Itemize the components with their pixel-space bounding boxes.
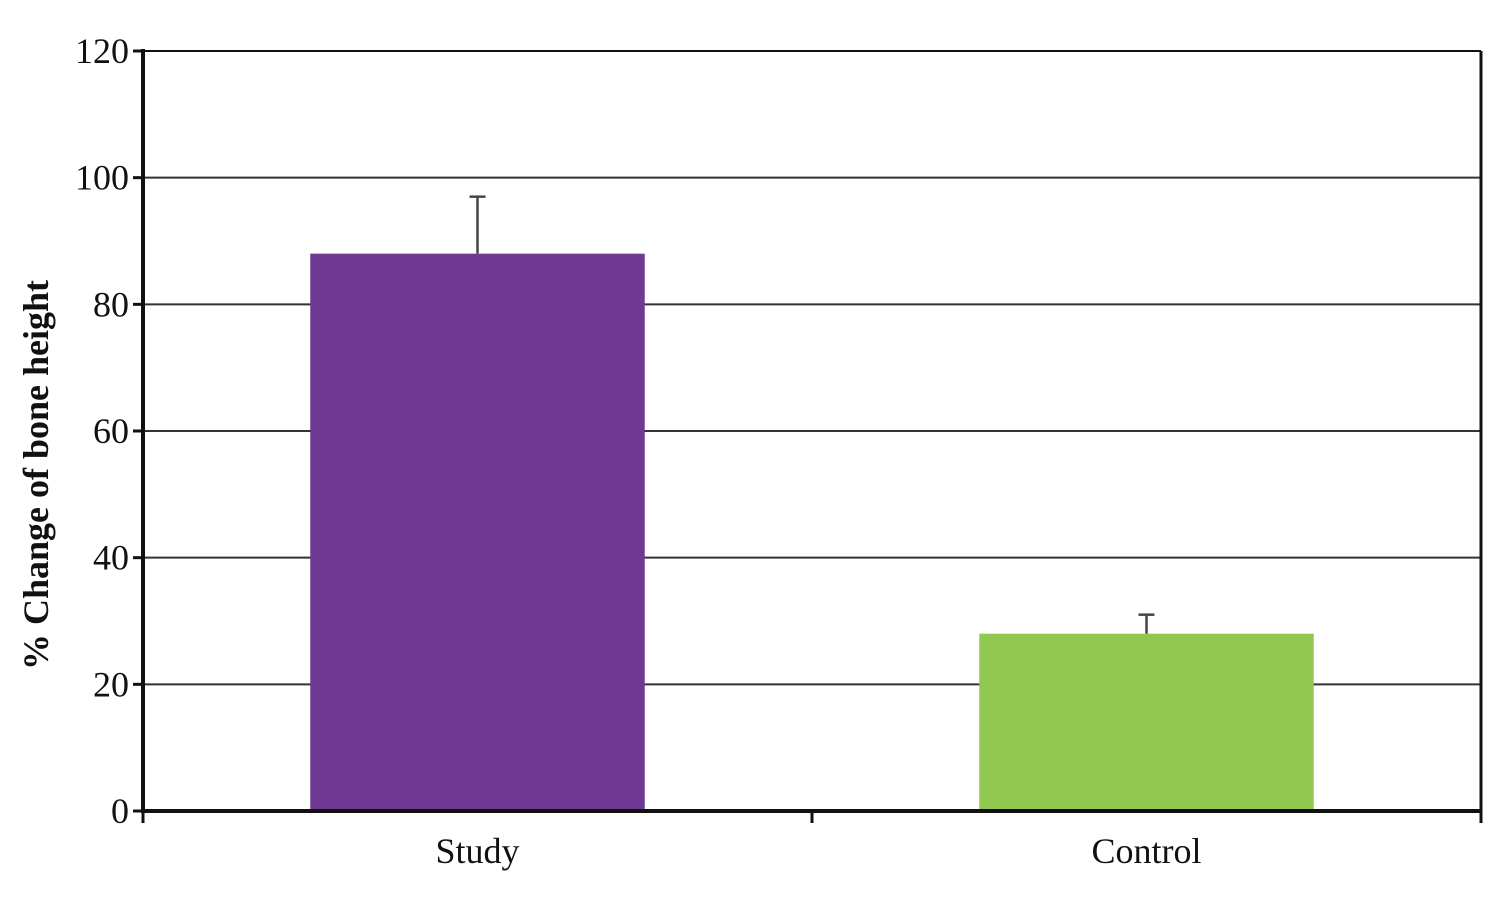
y-tick-label: 100	[75, 158, 129, 198]
bar-control	[979, 633, 1314, 811]
x-tick-label: Study	[435, 831, 519, 871]
y-tick-label: 20	[93, 664, 129, 704]
y-tick-label: 80	[93, 284, 129, 324]
error-bars	[469, 195, 1155, 634]
y-tick-label: 40	[93, 538, 129, 578]
bar-study	[310, 253, 645, 811]
y-axis-ticks: 0 20 40 60 80 100 120	[75, 31, 143, 831]
y-tick-label: 60	[93, 411, 129, 451]
x-axis-ticks: Study Control	[141, 811, 1483, 871]
x-tick-label: Control	[1091, 831, 1201, 871]
y-tick-label: 120	[75, 31, 129, 71]
y-axis-title: % Change of bone height	[16, 280, 56, 670]
bars	[310, 253, 1314, 811]
y-tick-label: 0	[111, 791, 129, 831]
